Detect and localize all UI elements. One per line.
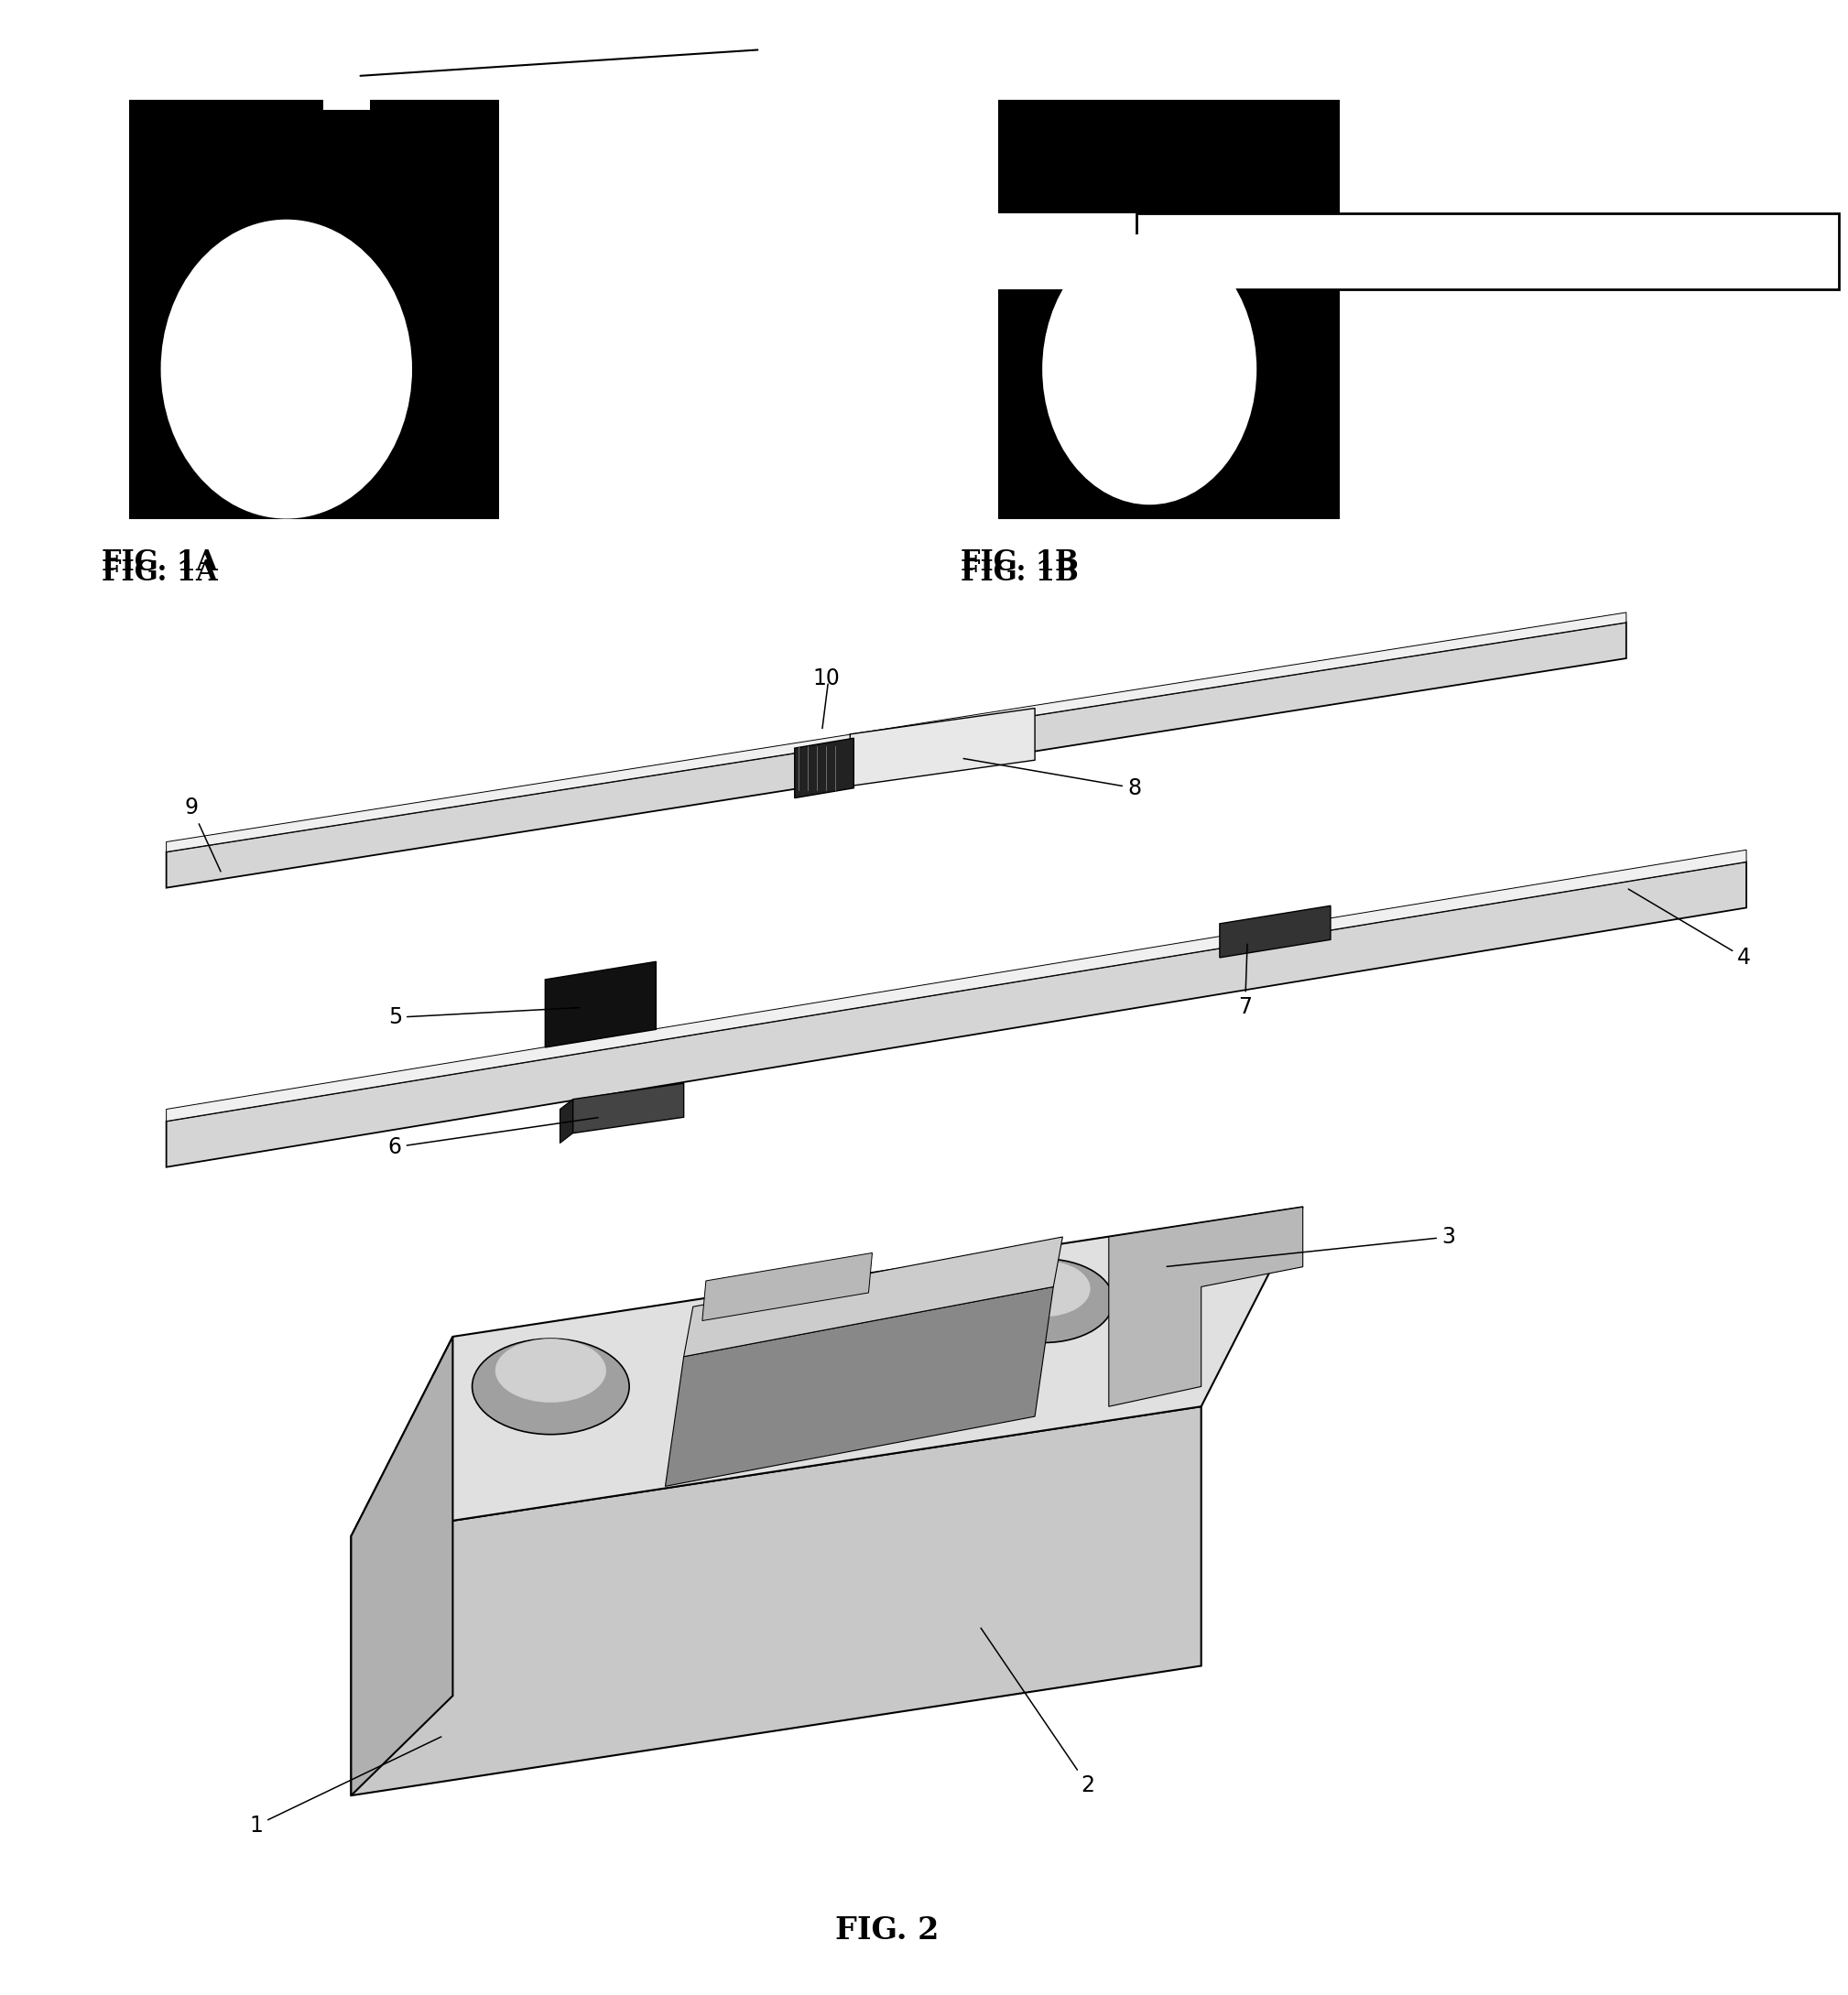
- Ellipse shape: [495, 1339, 606, 1402]
- Polygon shape: [665, 1287, 1053, 1486]
- Text: 6: 6: [388, 1117, 599, 1159]
- Bar: [998, 100, 1340, 213]
- Text: 9: 9: [185, 796, 220, 872]
- Polygon shape: [573, 1083, 684, 1133]
- Text: FIG. 1B: FIG. 1B: [961, 559, 1079, 587]
- Text: FIG. 1A: FIG. 1A: [102, 549, 218, 577]
- Text: 1: 1: [249, 1738, 442, 1837]
- Text: 10: 10: [813, 666, 841, 690]
- Ellipse shape: [976, 1259, 1112, 1343]
- Polygon shape: [166, 862, 1746, 1167]
- Bar: [998, 289, 1340, 519]
- Bar: [323, 80, 370, 110]
- Polygon shape: [545, 962, 656, 1047]
- Bar: [129, 100, 499, 519]
- Polygon shape: [351, 1207, 1303, 1536]
- Polygon shape: [166, 850, 1746, 1121]
- Text: FIG. 1B: FIG. 1B: [961, 549, 1079, 577]
- Text: FIG. 1A: FIG. 1A: [102, 559, 218, 587]
- Text: 4: 4: [1628, 890, 1750, 970]
- Polygon shape: [351, 1337, 453, 1795]
- Text: 3: 3: [1166, 1225, 1454, 1267]
- Ellipse shape: [998, 1261, 1090, 1317]
- Polygon shape: [702, 1253, 872, 1321]
- Polygon shape: [351, 1406, 1201, 1796]
- Polygon shape: [166, 612, 1626, 852]
- Polygon shape: [850, 708, 1035, 786]
- Polygon shape: [1109, 1207, 1303, 1406]
- Polygon shape: [795, 738, 854, 798]
- Text: 5: 5: [388, 1005, 580, 1029]
- Polygon shape: [684, 1237, 1063, 1357]
- Text: 7: 7: [1238, 944, 1251, 1019]
- Text: 2: 2: [981, 1628, 1094, 1797]
- Bar: [1137, 213, 1839, 289]
- Polygon shape: [1220, 906, 1331, 958]
- Polygon shape: [166, 622, 1626, 888]
- Text: FIG. 2: FIG. 2: [835, 1915, 939, 1945]
- Polygon shape: [560, 1099, 573, 1143]
- Text: 8: 8: [963, 758, 1140, 800]
- Ellipse shape: [1042, 233, 1257, 505]
- Ellipse shape: [161, 219, 412, 519]
- Ellipse shape: [471, 1339, 628, 1434]
